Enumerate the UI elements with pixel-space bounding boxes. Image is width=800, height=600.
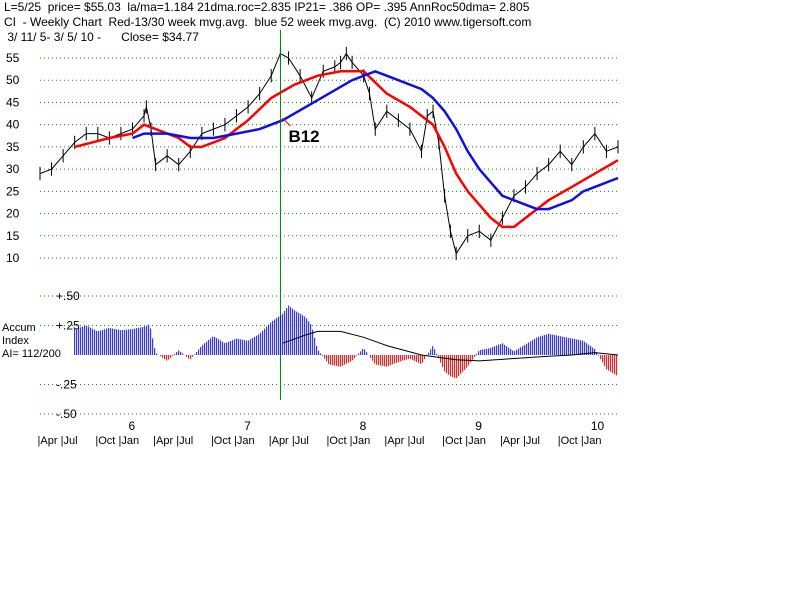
- x-month-label: |Oct: [442, 435, 462, 447]
- ai-label: AI= 112/200: [2, 348, 61, 360]
- signal-arrow: [282, 117, 291, 127]
- x-year-label: 9: [475, 419, 482, 433]
- x-axis-months: |Apr |Jul |Oct |Jan |Apr |Jul |Oct |Jan |Apr |Jul…: [38, 435, 602, 447]
- accum-y-tick-label: +.50: [56, 289, 80, 303]
- x-month-label: |Jul: [523, 435, 540, 447]
- x-year-label: 10: [591, 419, 605, 433]
- x-axis-years: 6 7 8 9 10: [128, 419, 604, 433]
- accum-bars-layer: [74, 305, 618, 379]
- accum-ma-line: [282, 330, 619, 362]
- price-y-tick-label: 10: [6, 251, 20, 265]
- price-y-tick-label: 15: [6, 229, 20, 243]
- price-y-tick-label: 25: [6, 184, 20, 198]
- series-line-1: [74, 70, 619, 229]
- x-month-label: |Apr: [500, 435, 520, 447]
- header-line-2: CI - Weekly Chart Red-13/30 week mvg.avg…: [4, 15, 532, 29]
- price-y-tick-label: 40: [6, 118, 20, 132]
- series-line-0: [39, 52, 619, 255]
- x-month-label: |Apr: [269, 435, 289, 447]
- x-year-label: 8: [360, 419, 367, 433]
- price-y-tick-label: 30: [6, 162, 20, 176]
- x-month-label: |Jan: [350, 435, 371, 447]
- price-y-axis: 10 15 20 25 30 35 40 45 50 55: [6, 51, 20, 265]
- accum-ma-layer: [282, 330, 619, 362]
- x-month-label: |Jul: [61, 435, 78, 447]
- x-month-label: |Jul: [176, 435, 193, 447]
- x-month-label: |Apr: [153, 435, 173, 447]
- x-year-label: 7: [244, 419, 251, 433]
- price-y-tick-label: 35: [6, 140, 20, 154]
- price-y-tick-label: 50: [6, 73, 20, 87]
- header-line-3: 3/ 11/ 5- 3/ 5/ 10 - Close= $34.77: [4, 30, 199, 44]
- x-month-label: |Oct: [211, 435, 231, 447]
- x-month-label: |Jan: [465, 435, 486, 447]
- x-month-label: |Jul: [292, 435, 309, 447]
- accum-label: Accum: [2, 322, 36, 334]
- accum-y-tick-label: -.25: [56, 378, 77, 392]
- price-gridlines: [40, 57, 618, 259]
- header-line-1: L=5/25 price= $55.03 la/ma=1.184 21dma.r…: [4, 0, 530, 14]
- x-month-label: |Oct: [327, 435, 347, 447]
- x-month-label: |Jan: [118, 435, 139, 447]
- x-month-label: |Apr: [38, 435, 58, 447]
- accum-y-tick-label: +.25: [56, 319, 80, 333]
- series-line-2: [132, 69, 619, 211]
- price-series-layer: [39, 46, 619, 261]
- accum-gridlines: [40, 295, 618, 415]
- signal-label-b12: B12: [288, 127, 319, 146]
- accum-y-axis: +.50 +.25 -.25 -.50: [56, 289, 80, 421]
- x-month-label: |Oct: [558, 435, 578, 447]
- x-month-label: |Jul: [407, 435, 424, 447]
- x-month-label: |Oct: [95, 435, 115, 447]
- price-y-tick-label: 20: [6, 207, 20, 221]
- accum-y-tick-label: -.50: [56, 407, 77, 421]
- x-month-label: |Jan: [581, 435, 602, 447]
- x-year-label: 6: [128, 419, 135, 433]
- x-month-label: |Jan: [234, 435, 255, 447]
- index-label: Index: [2, 335, 29, 347]
- price-y-tick-label: 55: [6, 51, 20, 65]
- x-month-label: |Apr: [384, 435, 404, 447]
- price-y-tick-label: 45: [6, 95, 20, 109]
